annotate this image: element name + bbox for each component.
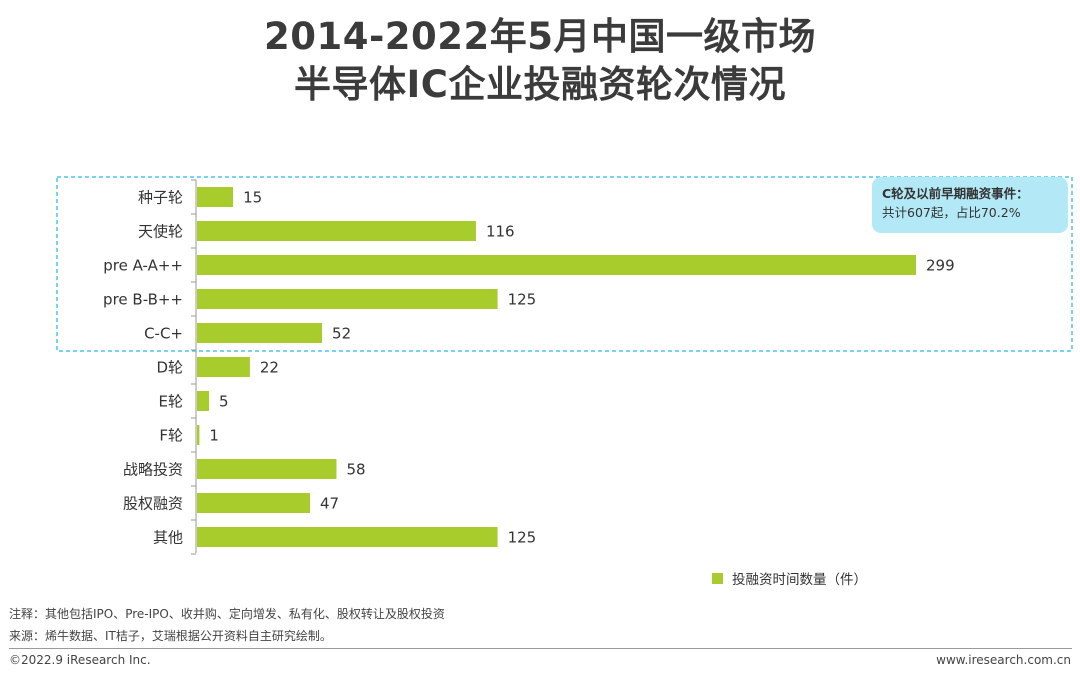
footer-divider xyxy=(9,648,1072,649)
bar-value-label: 52 xyxy=(332,325,351,343)
bar-group: 15 116 299 125 52 22 51 58 47 125 xyxy=(197,187,955,547)
category-label: 股权融资 xyxy=(123,495,183,513)
bar-value-label: 1 xyxy=(209,427,219,445)
legend-label: 投融资时间数量（件） xyxy=(732,572,867,588)
category-label: D轮 xyxy=(156,359,183,377)
category-label: pre B-B++ xyxy=(103,291,183,309)
source-note: 来源：烯牛数据、IT桔子，艾瑞根据公开资料自主研究绘制。 xyxy=(9,629,332,643)
category-label: F轮 xyxy=(159,427,183,445)
chart-legend: 投融资时间数量（件） xyxy=(712,569,867,588)
bar xyxy=(197,459,337,479)
bar xyxy=(197,221,476,241)
bar-value-label: 15 xyxy=(243,189,262,207)
website-text: www.iresearch.com.cn xyxy=(936,653,1071,667)
category-label: 种子轮 xyxy=(138,189,183,207)
bar-value-label: 299 xyxy=(926,257,955,275)
bar xyxy=(197,357,250,377)
bar xyxy=(197,527,498,547)
category-label: 战略投资 xyxy=(123,461,183,479)
early-stage-callout: C轮及以前早期融资事件： 共计607起，占比70.2% xyxy=(872,177,1068,233)
bar-value-label: 58 xyxy=(346,461,365,479)
copyright-text: ©2022.9 iResearch Inc. xyxy=(9,653,151,667)
category-label: 天使轮 xyxy=(138,223,183,241)
bar xyxy=(197,391,210,411)
early-stage-highlight-box xyxy=(56,176,1073,352)
chart-title-line2: 半导体IC企业投融资轮次情况 xyxy=(294,63,786,106)
category-label: pre A-A++ xyxy=(103,257,183,275)
category-label: E轮 xyxy=(159,393,183,411)
callout-detail: 共计607起，占比70.2% xyxy=(882,205,1021,220)
bar xyxy=(197,289,498,309)
bar xyxy=(197,255,916,275)
bar xyxy=(197,425,200,445)
bar-value-label: 125 xyxy=(508,529,537,547)
legend-swatch xyxy=(712,572,723,584)
category-label: 其他 xyxy=(153,529,183,547)
bar-value-label: 22 xyxy=(260,359,279,377)
bar-value-label: 5 xyxy=(219,393,229,411)
bar-value-label: 47 xyxy=(320,495,339,513)
footnote: 注释：其他包括IPO、Pre-IPO、收并购、定向增发、私有化、股权转让及股权投… xyxy=(9,607,445,621)
bar-value-label: 125 xyxy=(508,291,537,309)
bar xyxy=(197,323,323,343)
chart-title-line1: 2014-2022年5月中国一级市场 xyxy=(263,15,817,58)
callout-heading: C轮及以前早期融资事件： xyxy=(882,186,1029,201)
bar xyxy=(197,187,234,207)
category-label: C-C+ xyxy=(144,325,183,343)
bar-value-label: 116 xyxy=(486,223,515,241)
bar xyxy=(197,493,311,513)
